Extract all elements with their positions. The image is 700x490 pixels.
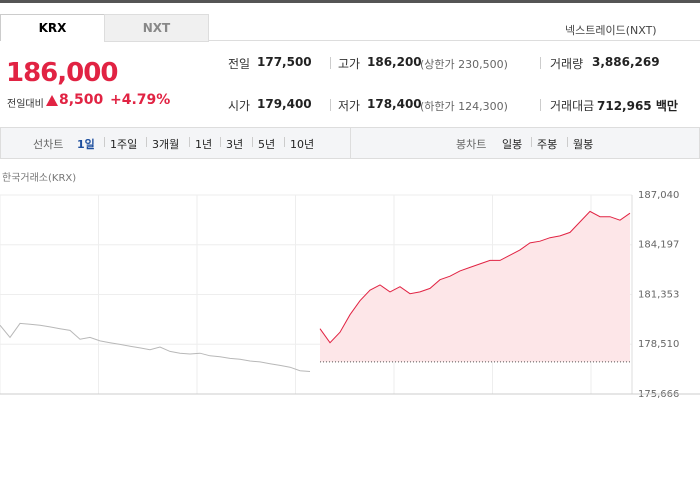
separator <box>104 137 105 147</box>
nxt-link[interactable]: 넥스트레이드(NXT) <box>565 24 657 37</box>
stat-label: 전일 <box>228 57 251 71</box>
candle-button[interactable]: 일봉 <box>502 138 523 151</box>
stat-value: 178,400 <box>367 97 422 111</box>
period-divider <box>350 128 351 158</box>
stat-value: 186,200 <box>367 55 422 69</box>
tab-nxt[interactable]: NXT <box>104 14 209 42</box>
separator <box>531 137 532 147</box>
stat-label: 거래량 <box>550 57 584 71</box>
stat-value: 712,965 백만 <box>597 99 678 113</box>
current-price: 186,000 <box>6 58 118 88</box>
separator <box>189 137 190 147</box>
candle-button[interactable]: 주봉 <box>537 138 558 151</box>
change-label: 전일대비 <box>7 99 44 110</box>
stat-value: 3,886,269 <box>592 55 660 69</box>
separator <box>146 137 147 147</box>
price-line <box>0 322 311 372</box>
stat-label: 시가 <box>228 99 251 113</box>
y-tick-label: 181,353 <box>638 290 679 301</box>
stat-note: (하한가 124,300) <box>420 100 508 113</box>
stat-value: 177,500 <box>257 55 312 69</box>
period-button[interactable]: 10년 <box>290 138 315 151</box>
line-chart-label: 선차트 <box>33 138 64 151</box>
period-button[interactable]: 3년 <box>226 138 244 151</box>
tab-krx[interactable]: KRX <box>0 14 105 41</box>
period-button[interactable]: 3개월 <box>152 138 180 151</box>
tab-line <box>208 40 700 41</box>
period-button[interactable]: 5년 <box>258 138 276 151</box>
y-tick-label: 187,040 <box>638 190 679 201</box>
up-arrow <box>46 95 58 106</box>
change-value: 8,500 <box>59 92 104 108</box>
period-button[interactable]: 1주일 <box>110 138 138 151</box>
area-fill <box>320 211 630 362</box>
price-line <box>319 210 631 344</box>
chart-source: 한국거래소(KRX) <box>2 173 77 184</box>
candle-chart-label: 봉차트 <box>456 138 487 151</box>
stat-label: 고가 <box>338 57 361 71</box>
stat-note: (상한가 230,500) <box>420 58 508 71</box>
candle-button[interactable]: 월봉 <box>573 138 594 151</box>
stat-value: 179,400 <box>257 97 312 111</box>
separator <box>252 137 253 147</box>
separator <box>567 137 568 147</box>
change-pct: +4.79% <box>110 92 171 108</box>
y-tick-label: 178,510 <box>638 339 679 350</box>
stat-label: 저가 <box>338 99 361 113</box>
separator <box>284 137 285 147</box>
period-button[interactable]: 1일 <box>77 138 95 151</box>
top-border <box>0 0 700 3</box>
y-tick-label: 184,197 <box>638 240 679 251</box>
stat-label: 거래대금 <box>550 99 595 113</box>
separator <box>220 137 221 147</box>
period-button[interactable]: 1년 <box>195 138 213 151</box>
